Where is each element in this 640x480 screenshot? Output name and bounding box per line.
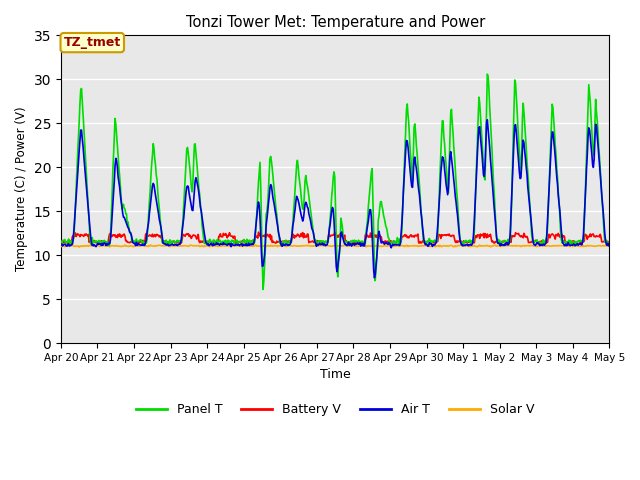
Air T [57,241,65,247]
Text: TZ_tmet: TZ_tmet [63,36,121,49]
Air T [483,117,491,123]
Panel T [605,242,613,248]
Panel T [67,239,75,245]
Solar V [210,243,218,249]
Solar V [419,243,427,249]
Panel T [483,71,491,77]
Air T [371,275,378,281]
X-axis label: Time: Time [320,368,351,381]
Battery V [209,239,216,244]
Legend: Panel T, Battery V, Air T, Solar V: Panel T, Battery V, Air T, Solar V [131,398,540,421]
Panel T [419,225,426,231]
Solar V [124,243,132,249]
Air T [208,242,216,248]
Panel T [208,240,216,246]
Battery V [64,241,72,247]
Battery V [180,232,188,238]
Line: Battery V: Battery V [61,232,609,244]
Panel T [179,216,187,222]
Air T [605,243,613,249]
Line: Air T: Air T [61,120,609,278]
Solar V [180,243,188,249]
Battery V [68,238,76,244]
Air T [419,224,426,230]
Solar V [57,244,65,250]
Battery V [255,229,262,235]
Battery V [124,239,132,245]
Solar V [605,242,613,248]
Line: Solar V: Solar V [61,245,609,247]
Solar V [139,242,147,248]
Air T [124,223,131,229]
Battery V [57,240,65,246]
Air T [403,138,410,144]
Solar V [76,244,83,250]
Panel T [259,287,267,292]
Y-axis label: Temperature (C) / Power (V): Temperature (C) / Power (V) [15,107,28,272]
Solar V [403,242,411,248]
Battery V [419,238,427,243]
Battery V [605,240,613,246]
Panel T [124,222,131,228]
Air T [179,221,187,227]
Battery V [403,235,411,240]
Line: Panel T: Panel T [61,74,609,289]
Solar V [67,242,75,248]
Title: Tonzi Tower Met: Temperature and Power: Tonzi Tower Met: Temperature and Power [186,15,484,30]
Panel T [57,239,65,244]
Panel T [403,107,410,113]
Air T [67,243,75,249]
